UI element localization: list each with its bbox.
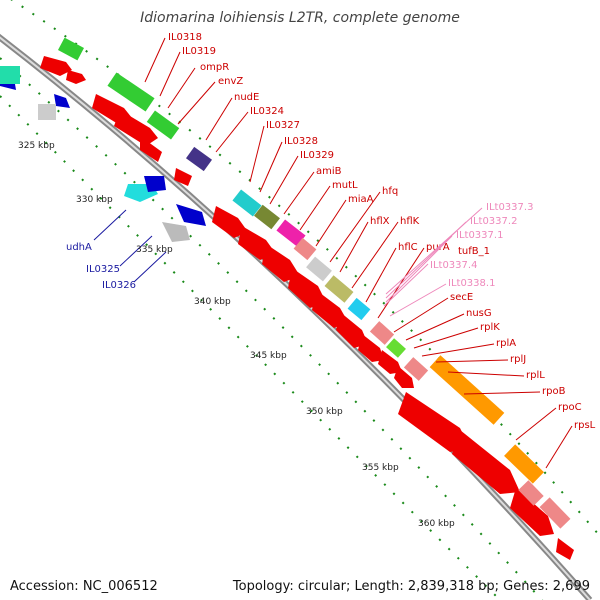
scale-330: 330 kbp	[76, 195, 113, 205]
gene-label-envz: envZ	[218, 76, 243, 87]
feature-il0326	[162, 222, 190, 242]
reverse-strand-features[interactable]	[0, 66, 206, 242]
box-rev-grey	[38, 104, 56, 120]
gene-label-sece: secE	[450, 292, 473, 303]
gene-label-il0326: IL0326	[102, 280, 136, 291]
rna-gene-labels[interactable]: ILt0337.3 ILt0337.2 ILt0337.1 tufB_1 ILt…	[383, 202, 533, 317]
gene-label-udha: udhA	[66, 242, 92, 253]
gene-label-il0329: IL0329	[300, 150, 334, 161]
scale-350: 350 kbp	[306, 407, 343, 417]
feature-rev-left2	[54, 94, 70, 108]
scale-325: 325 kbp	[18, 141, 55, 151]
feature-il0318	[40, 56, 72, 76]
gene-label-nusg: nusG	[466, 308, 492, 319]
gene-label-il0324: IL0324	[250, 106, 284, 117]
gene-label-mutl: mutL	[332, 180, 358, 191]
gene-label-nude: nudE	[234, 92, 259, 103]
gene-label-il0325: IL0325	[86, 264, 120, 275]
gene-label-hfq: hfq	[382, 186, 398, 197]
gene-label-hflx: hflX	[370, 216, 390, 227]
rna-label-ilt0337-1: ILt0337.1	[456, 230, 503, 241]
rna-label-ilt0337-2: ILt0337.2	[470, 216, 517, 227]
scale-355: 355 kbp	[362, 463, 399, 473]
scale-335: 335 kbp	[136, 245, 173, 255]
map-title: Idiomarina loihiensis L2TR, complete gen…	[140, 10, 460, 26]
feature-il0325	[176, 204, 206, 226]
gene-label-rpoc: rpoC	[558, 402, 582, 413]
gene-label-il0319: IL0319	[182, 46, 216, 57]
gene-class-boxes	[58, 37, 571, 529]
rna-label-ilt0337-3: ILt0337.3	[486, 202, 533, 213]
feature-il0329	[262, 244, 300, 282]
scale-345: 345 kbp	[250, 351, 287, 361]
feature-fusA	[556, 538, 574, 560]
genome-summary-text: Topology: circular; Length: 2,839,318 bp…	[232, 579, 590, 594]
gene-label-il0327: IL0327	[266, 120, 300, 131]
gene-label-hflc: hflC	[398, 242, 418, 253]
accession-text: Accession: NC_006512	[10, 579, 158, 594]
rna-label-ilt0338-1: ILt0338.1	[448, 278, 495, 289]
scale-labels: 325 kbp 330 kbp 335 kbp 340 kbp 345 kbp …	[18, 141, 455, 529]
scale-340: 340 kbp	[194, 297, 231, 307]
feature-nude	[140, 136, 162, 162]
rna-label-ilt0337-4: ILt0337.4	[430, 260, 477, 271]
forward-strand-features[interactable]	[40, 56, 574, 560]
gene-label-il0328: IL0328	[284, 136, 318, 147]
genome-backbone	[0, 33, 593, 600]
reverse-gene-labels[interactable]: udhA IL0325 IL0326	[66, 209, 167, 291]
gene-label-rpla: rplA	[496, 338, 516, 349]
box-rev-teal	[0, 66, 20, 84]
feature-il0324	[174, 168, 192, 186]
feature-il0319	[66, 70, 86, 84]
gene-label-amib: amiB	[316, 166, 342, 177]
gene-label-rpll: rplL	[526, 370, 545, 381]
gene-label-rplk: rplK	[480, 322, 500, 333]
gene-label-rpsl: rpsL	[574, 420, 596, 431]
scale-360: 360 kbp	[418, 519, 455, 529]
feature-rpsl	[510, 488, 554, 536]
feature-rpob	[398, 392, 470, 452]
gene-label-rplj: rplJ	[510, 354, 526, 365]
gene-label-ompr: ompR	[200, 62, 229, 73]
gene-label-miaa: miaA	[348, 194, 374, 205]
forward-gene-labels[interactable]: IL0318 IL0319 ompR envZ nudE IL0324 IL03…	[144, 32, 596, 469]
rna-label-tufb1: tufB_1	[458, 246, 490, 257]
feature-hflx	[378, 350, 402, 374]
gene-label-il0318: IL0318	[168, 32, 202, 43]
feature-miaa	[336, 312, 368, 348]
gene-label-hflk: hflK	[400, 216, 420, 227]
gene-label-rpob: rpoB	[542, 386, 566, 397]
feature-udha	[144, 176, 166, 192]
feature-rpoc	[452, 430, 520, 494]
feature-envz	[114, 110, 158, 146]
feature-hflk	[394, 366, 414, 388]
feature-il0327	[212, 206, 248, 238]
feature-hfq	[358, 334, 384, 362]
